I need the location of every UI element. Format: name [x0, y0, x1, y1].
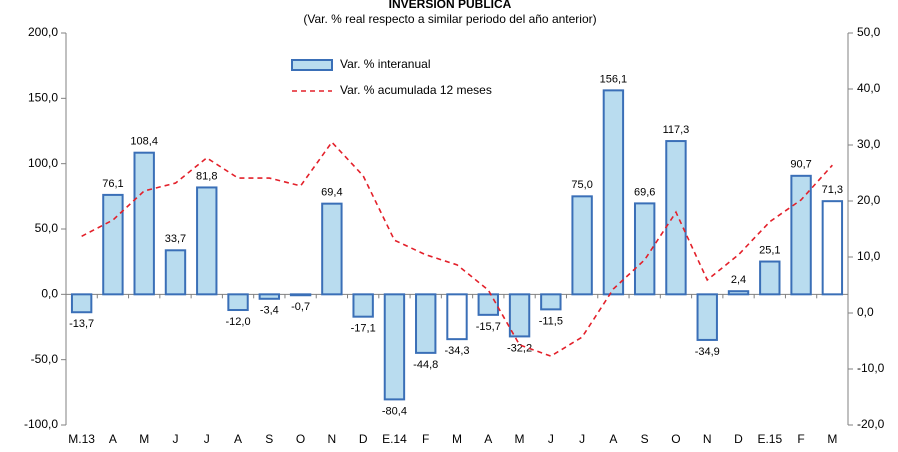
- bar: [821, 200, 844, 296]
- value-label: -13,7: [69, 318, 94, 330]
- value-label: 156,1: [600, 73, 628, 85]
- x-tick-label: N: [703, 432, 712, 446]
- x-tick-label: D: [734, 432, 743, 446]
- x-tick-label: E.15: [757, 432, 782, 446]
- y-tick-label: 200,0: [28, 25, 58, 39]
- value-label: -15,7: [476, 321, 501, 333]
- x-tick-label: A: [609, 432, 617, 446]
- legend-swatch: [291, 59, 333, 71]
- value-label: -17,1: [351, 323, 376, 335]
- x-tick-label: A: [234, 432, 242, 446]
- y2-tick-label: 10,0: [857, 249, 881, 263]
- value-label: -44,8: [413, 359, 438, 371]
- value-label: -80,4: [382, 405, 407, 417]
- y2-tick-label: 40,0: [857, 81, 881, 95]
- x-tick-label: A: [484, 432, 492, 446]
- bar: [196, 186, 218, 296]
- bar: [477, 293, 499, 316]
- bar: [571, 195, 593, 296]
- value-label: 90,7: [790, 159, 811, 171]
- x-tick-label: F: [797, 432, 804, 446]
- line: [81, 140, 833, 358]
- y-tick-label: 150,0: [28, 91, 58, 105]
- value-label: 69,6: [634, 186, 655, 198]
- value-label: 117,3: [663, 124, 690, 136]
- y2-tick-label: 30,0: [857, 137, 881, 151]
- y2-tick-label: -20,0: [857, 417, 885, 431]
- y-tick-label: 0,0: [41, 287, 58, 301]
- bar: [70, 293, 93, 314]
- x-tick-label: M: [827, 432, 837, 446]
- bar: [415, 293, 437, 354]
- y2-tick-label: 50,0: [857, 25, 881, 39]
- y-tick-label: -100,0: [24, 417, 58, 431]
- x-tick-label: O: [671, 432, 680, 446]
- value-label: 2,4: [731, 274, 746, 286]
- bar: [227, 293, 249, 312]
- value-label: 25,1: [759, 244, 780, 256]
- bar: [727, 290, 750, 296]
- x-tick-label: M: [139, 432, 149, 446]
- y2-tick-label: -10,0: [857, 361, 885, 375]
- value-label: -12,0: [226, 316, 251, 328]
- bar: [352, 293, 374, 318]
- value-label: -32,2: [507, 342, 532, 354]
- x-tick-label: M: [515, 432, 525, 446]
- bar: [321, 202, 343, 296]
- value-label: 108,4: [130, 136, 158, 148]
- x-tick-label: S: [265, 432, 273, 446]
- x-tick-label: S: [641, 432, 649, 446]
- x-tick-label: J: [548, 432, 554, 446]
- value-label: 81,8: [196, 170, 217, 182]
- value-label: 75,0: [571, 179, 592, 191]
- legend-label: Var. % interanual: [340, 57, 431, 71]
- x-tick-label: D: [359, 432, 368, 446]
- bar: [289, 293, 312, 297]
- value-label: -3,4: [260, 305, 279, 317]
- x-tick-label: N: [328, 432, 337, 446]
- value-label: -11,5: [539, 315, 563, 327]
- x-tick-label: M: [452, 432, 462, 446]
- value-label: -34,3: [444, 345, 469, 357]
- x-tick-label: J: [172, 432, 178, 446]
- x-tick-label: J: [579, 432, 585, 446]
- bar: [790, 174, 812, 296]
- x-tick-label: E.14: [382, 432, 407, 446]
- legend-label: Var. % acumulada 12 meses: [340, 83, 492, 97]
- bar: [602, 89, 625, 296]
- bar: [759, 260, 781, 296]
- bar: [383, 293, 406, 401]
- bar: [102, 193, 124, 296]
- bar: [633, 202, 656, 296]
- x-tick-label: F: [422, 432, 429, 446]
- value-label: 33,7: [165, 233, 186, 245]
- x-tick-label: M.13: [68, 432, 95, 446]
- x-tick-label: O: [296, 432, 305, 446]
- bar: [540, 293, 562, 311]
- value-label: 71,3: [822, 184, 843, 196]
- chart-title: INVERSIÓN PÚBLICA: [389, 0, 512, 11]
- x-tick-label: A: [109, 432, 117, 446]
- bar: [164, 249, 187, 296]
- value-label: 69,4: [321, 187, 342, 199]
- value-label: 76,1: [102, 178, 123, 190]
- y2-tick-label: 0,0: [857, 305, 874, 319]
- chart-subtitle: (Var. % real respecto a similar periodo …: [303, 12, 596, 26]
- bar: [665, 140, 687, 296]
- y2-tick-label: 20,0: [857, 193, 881, 207]
- y-tick-label: 100,0: [28, 156, 58, 170]
- bar: [696, 293, 718, 341]
- y-tick-label: 50,0: [35, 221, 59, 235]
- x-tick-label: J: [204, 432, 210, 446]
- y-tick-label: -50,0: [31, 352, 59, 366]
- bar: [508, 293, 531, 338]
- value-label: -0,7: [291, 301, 310, 313]
- bar: [446, 293, 468, 341]
- value-label: -34,9: [695, 346, 720, 358]
- bar: [258, 293, 281, 300]
- bar: [133, 151, 155, 296]
